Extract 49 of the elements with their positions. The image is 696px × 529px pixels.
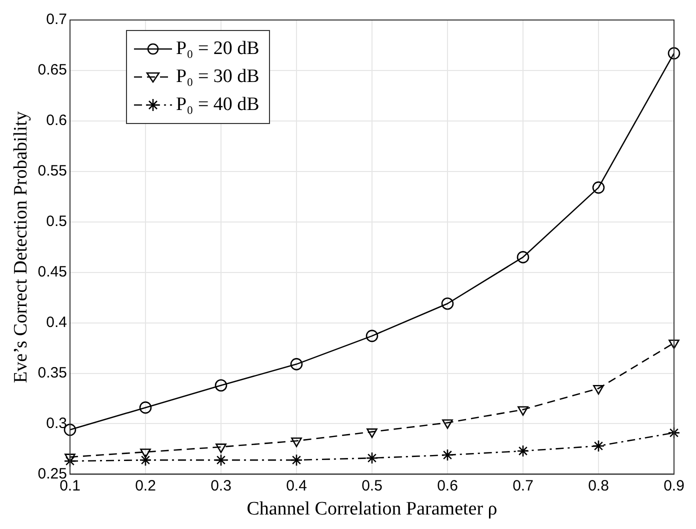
y-tick-label: 0.7 (46, 11, 67, 28)
point (366, 428, 378, 438)
point (442, 419, 453, 429)
x-tick-label: 0.7 (512, 477, 534, 494)
x-tick-label: 0.8 (588, 477, 609, 494)
point (290, 358, 303, 370)
x-tick-label: 0.4 (286, 477, 307, 494)
y-tick-label: 0.6 (46, 112, 67, 130)
point (64, 454, 76, 468)
point (441, 448, 454, 462)
point (593, 385, 604, 395)
y-tick-label: 0.35 (38, 364, 67, 382)
y-tick-label: 0.3 (46, 414, 67, 432)
y-tick-label: 0.5 (46, 213, 67, 230)
point (592, 440, 605, 452)
legend-label: P₀ = 40 dB (176, 94, 260, 116)
point (140, 448, 151, 458)
x-axis-title: Channel Correlation Parameter ρ (246, 498, 498, 520)
point (290, 454, 303, 466)
y-tick-label: 0.65 (38, 62, 67, 79)
x-tick-label: 0.6 (437, 477, 458, 494)
point (668, 426, 680, 439)
point (214, 379, 228, 392)
x-tick-label: 0.9 (664, 477, 684, 494)
point (516, 251, 530, 264)
y-tick-label: 0.45 (38, 263, 67, 280)
y-tick-label: 0.4 (46, 314, 67, 331)
x-tick-label: 0.1 (60, 477, 80, 494)
point (668, 340, 680, 350)
y-axis-title: Eve’s Correct Detection Probability (10, 110, 32, 383)
point (366, 452, 378, 464)
point (216, 444, 226, 454)
point (516, 444, 530, 458)
point (291, 437, 302, 448)
point (592, 181, 605, 194)
x-tick-label: 0.3 (210, 477, 232, 494)
point (214, 454, 228, 466)
legend-label: P₀ = 30 dB (176, 66, 260, 88)
point (139, 454, 152, 466)
point (518, 406, 528, 416)
x-tick-label: 0.5 (362, 477, 382, 494)
point (441, 297, 454, 310)
legend-label: P₀ = 20 dB (176, 38, 260, 60)
x-tick-label: 0.2 (135, 477, 156, 494)
point (64, 454, 76, 464)
point (139, 401, 152, 414)
point (366, 330, 378, 342)
y-tick-label: 0.55 (38, 162, 67, 180)
point (668, 47, 680, 60)
